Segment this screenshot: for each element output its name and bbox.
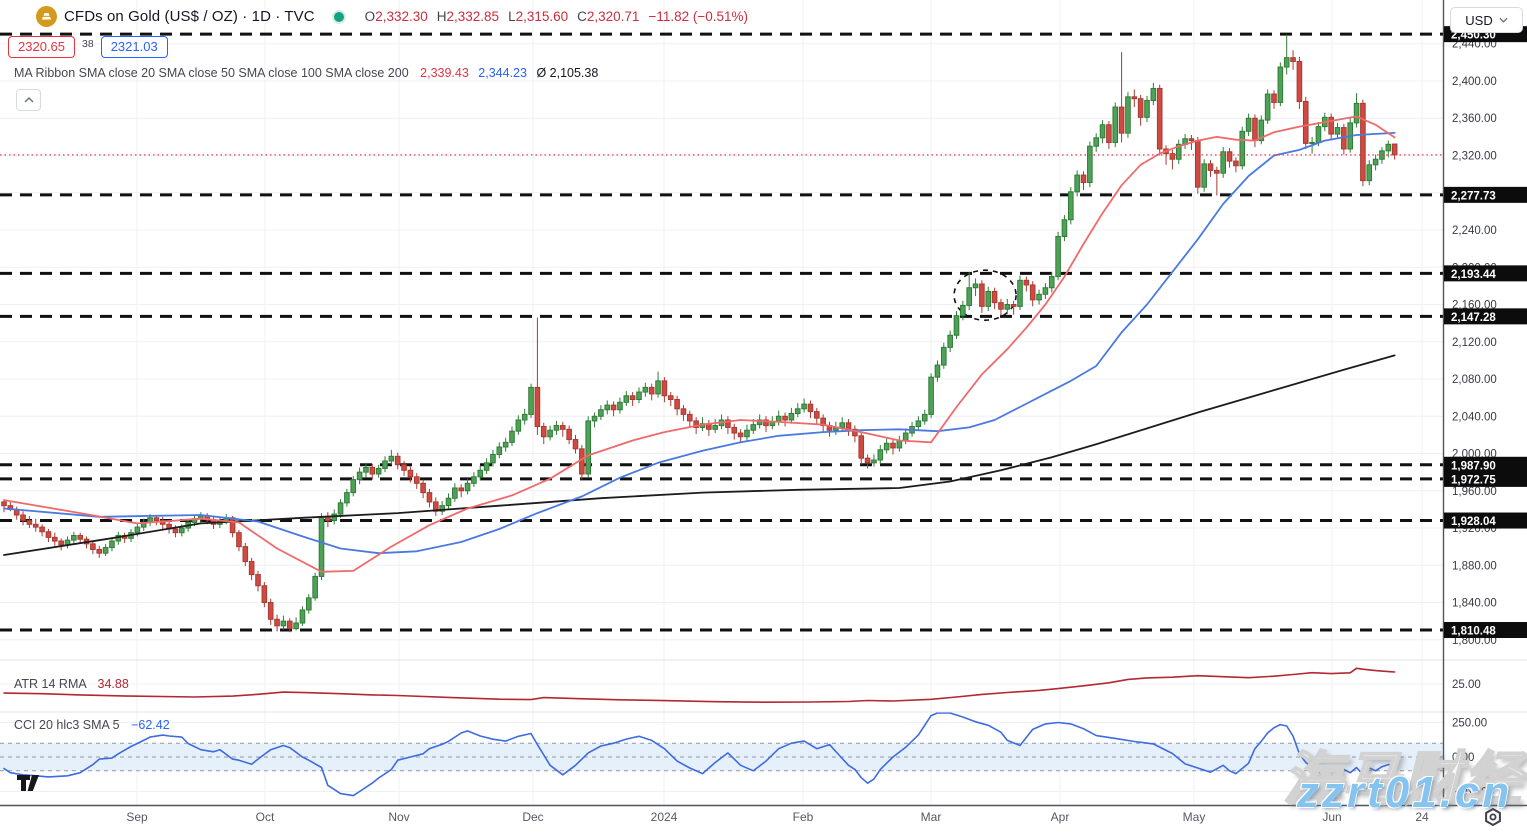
price-tick-label: 2,240.00 — [1452, 225, 1497, 237]
level-price-label — [1444, 470, 1527, 487]
price-level-lines — [0, 32, 1443, 632]
sma20-value: 2,339.43 — [420, 66, 469, 80]
level-price-label — [1444, 512, 1527, 529]
spread-value: 38 — [82, 38, 94, 50]
level-price-label — [1444, 186, 1527, 203]
low-label: L — [508, 9, 516, 24]
grid — [0, 0, 1443, 805]
atr-label: ATR 14 RMA — [14, 677, 87, 691]
cci-legend[interactable]: CCI 20 hlc3 SMA 5 −62.42 — [14, 718, 170, 732]
level-price-label-text: 2,193.44 — [1451, 269, 1496, 281]
tradingview-logo[interactable] — [16, 774, 46, 797]
price-tick-label: 2,400.00 — [1452, 76, 1497, 88]
level-price-label — [1444, 308, 1527, 325]
price-tick-label: 2,080.00 — [1452, 374, 1497, 386]
chevron-up-icon — [24, 97, 33, 103]
price-tick-label: 2,360.00 — [1452, 113, 1497, 125]
high-value: 2,332.85 — [446, 9, 500, 24]
atr-line — [3, 667, 1396, 703]
price-tick-label: 2,120.00 — [1452, 337, 1497, 349]
cci-tick-label: −250.00 — [1452, 787, 1494, 799]
symbol-title[interactable]: CFDs on Gold (US$ / OZ) · 1D · TVC — [64, 8, 315, 25]
level-price-label-text: 1,972.75 — [1451, 474, 1496, 486]
time-axis: Sep Oct Nov Dec 2024 Feb Mar Apr May Jun 24 — [126, 810, 1429, 824]
time-axis-label: Oct — [256, 810, 275, 824]
cci-tick-label: 0.00 — [1452, 752, 1474, 764]
sma20-line — [3, 115, 1396, 573]
currency-value: USD — [1465, 12, 1493, 28]
pane-separators — [0, 0, 1527, 807]
level-price-label — [1444, 456, 1527, 473]
time-axis-label: Dec — [522, 810, 543, 824]
time-axis-label: Apr — [1051, 810, 1070, 824]
ohlc-readout: O2,332.30 H2,332.85 L2,315.60 C2,320.71 … — [365, 9, 748, 24]
time-axis-label: Jun — [1322, 810, 1341, 824]
time-axis-label: May — [1183, 810, 1206, 824]
quote-panel: 2320.65 38 2321.03 — [8, 36, 168, 58]
level-price-label-text: 1,987.90 — [1451, 460, 1496, 472]
sell-price-button[interactable]: 2320.65 — [8, 36, 75, 58]
change-value: −11.82 (−0.51%) — [648, 9, 749, 24]
cci-line — [3, 712, 1396, 797]
price-tick-label: 1,960.00 — [1452, 486, 1497, 498]
level-price-label-text: 1,928.04 — [1451, 516, 1496, 528]
high-label: H — [436, 9, 447, 24]
level-price-label-text: 2,147.28 — [1451, 312, 1496, 324]
market-open-dot[interactable] — [333, 11, 344, 22]
ma-ribbon-legend[interactable]: MA Ribbon SMA close 20 SMA close 50 SMA … — [14, 66, 598, 80]
price-tick-label: 2,040.00 — [1452, 411, 1497, 423]
sma50-value: 2,344.23 — [478, 66, 527, 80]
price-tick-label: 1,880.00 — [1452, 560, 1497, 572]
chevron-down-icon — [1499, 17, 1508, 23]
open-label: O — [364, 9, 376, 24]
buy-price-button[interactable]: 2321.03 — [100, 36, 168, 58]
cci-tick-label: 250.00 — [1452, 718, 1487, 730]
time-axis-label: 2024 — [651, 810, 678, 824]
collapse-legend-button[interactable] — [16, 89, 41, 111]
sma50-line — [3, 132, 1396, 555]
ma-ribbon-label: MA Ribbon SMA close 20 SMA close 50 SMA … — [14, 66, 409, 80]
close-value: 2,320.71 — [586, 9, 640, 24]
atr-tick-label: 25.00 — [1452, 679, 1481, 691]
sma200-line — [3, 354, 1396, 556]
time-axis-label: Sep — [126, 810, 148, 824]
cci-label: CCI 20 hlc3 SMA 5 — [14, 718, 120, 732]
time-axis-label: Mar — [921, 810, 942, 824]
low-value: 2,315.60 — [515, 9, 569, 24]
price-tick-label: 2,320.00 — [1452, 151, 1497, 163]
close-label: C — [577, 9, 587, 24]
timezone-settings-gear-icon[interactable] — [1483, 807, 1503, 832]
gold-symbol-icon — [36, 6, 57, 27]
time-axis-label: Nov — [388, 810, 409, 824]
price-tick-label: 1,840.00 — [1452, 598, 1497, 610]
ellipse-drawing[interactable] — [953, 269, 1017, 321]
level-price-label — [1444, 622, 1527, 639]
candlestick-series[interactable] — [1, 34, 1398, 633]
level-price-label — [1444, 265, 1527, 282]
symbol-header: CFDs on Gold (US$ / OZ) · 1D · TVC O2,33… — [36, 6, 748, 27]
atr-legend[interactable]: ATR 14 RMA 34.88 — [14, 677, 129, 691]
cci-value: −62.42 — [131, 718, 170, 732]
sma-average-value: Ø 2,105.38 — [536, 66, 599, 80]
level-price-label-text: 2,277.73 — [1451, 190, 1496, 202]
level-price-label-text: 1,810.48 — [1451, 626, 1496, 638]
currency-selector[interactable]: USD — [1450, 7, 1523, 33]
atr-value: 34.88 — [97, 677, 129, 691]
open-value: 2,332.30 — [375, 9, 428, 24]
time-axis-label: Feb — [793, 810, 814, 824]
price-axis: 2,440.002,400.002,360.002,320.002,280.00… — [1444, 26, 1527, 799]
tv-logo-icon — [17, 775, 39, 791]
time-axis-label: 24 — [1415, 810, 1429, 824]
